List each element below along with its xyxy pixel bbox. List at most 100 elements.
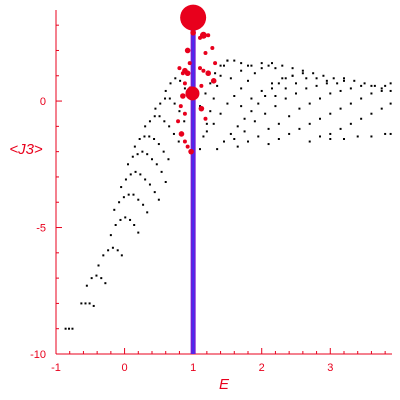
data-point [305,87,308,90]
data-point [240,62,243,65]
data-point [274,95,277,97]
data-point [363,82,366,85]
data-point [199,105,201,108]
highlight-point [187,61,192,66]
y-tick-label: -5 [36,223,46,235]
data-point [243,117,246,120]
data-point [389,102,392,105]
data-point [212,122,215,125]
marker-line-core [192,10,194,354]
data-point [169,82,172,85]
data-point [113,208,116,211]
x-tick-label: 2 [259,362,265,374]
data-point [216,148,219,151]
data-point [109,234,112,237]
data-point [305,77,308,80]
x-axis-title: E [219,376,230,393]
data-point [284,87,287,90]
x-tick-label: 1 [190,362,196,374]
highlight-point [198,35,202,40]
data-point [139,173,142,176]
data-point [205,130,208,133]
data-point [329,138,332,140]
data-point [162,150,165,153]
data-point [257,135,260,138]
data-point [204,92,207,95]
data-point [229,77,232,80]
highlight-point [182,111,187,116]
data-point [325,82,328,85]
data-point [134,170,137,173]
data-point [174,77,177,80]
data-point [209,110,212,113]
data-point [144,125,147,128]
data-point [160,170,163,173]
data-point [315,77,318,80]
data-point [319,117,321,120]
data-point [223,64,225,67]
data-point [384,132,387,135]
highlight-point [184,70,191,77]
data-point [127,193,130,196]
data-point [173,102,176,105]
data-point [267,64,270,67]
data-point [146,153,149,156]
highlight-point [178,104,183,109]
red-series [176,4,218,155]
data-point [142,203,145,206]
data-point [274,105,277,108]
highlight-point [210,45,215,50]
highlight-point [213,61,218,66]
data-point [88,302,91,305]
data-point [163,120,166,123]
data-point [284,97,287,100]
data-point [308,102,311,105]
data-point [167,158,170,161]
data-point [319,135,321,138]
data-point [151,158,153,161]
data-point [370,135,373,138]
data-point [157,143,160,146]
data-point [164,89,167,92]
data-point [155,163,158,166]
data-point [102,254,105,257]
highlight-point [177,66,182,71]
data-point [288,132,291,135]
highlight-point [210,78,217,84]
highlight-point [182,81,187,86]
data-point [122,196,125,199]
data-point [370,112,373,115]
data-point [226,59,229,62]
data-point [153,138,156,140]
data-point [389,89,392,92]
data-point [132,193,135,196]
data-point [119,218,122,221]
data-point [209,82,212,85]
highlight-point [198,66,202,71]
data-point [92,304,95,307]
data-point [219,74,222,77]
data-point [308,122,311,125]
data-point [233,95,236,97]
highlight-point [190,29,196,36]
data-point [288,115,291,118]
data-point [250,64,253,67]
data-point [107,249,110,252]
data-point [250,97,253,100]
data-point [116,249,119,252]
data-point [154,107,157,110]
data-point [271,62,273,65]
highlight-point [206,33,211,38]
data-point [179,79,182,82]
data-point [329,112,332,115]
data-point [360,84,363,87]
data-point [133,224,136,226]
black-series [64,59,392,330]
data-point [153,191,156,194]
data-point [111,246,114,249]
data-point [356,135,359,138]
data-point [143,135,146,138]
data-point [281,64,284,67]
y-ticks: 0 -5 -10 [30,24,62,361]
